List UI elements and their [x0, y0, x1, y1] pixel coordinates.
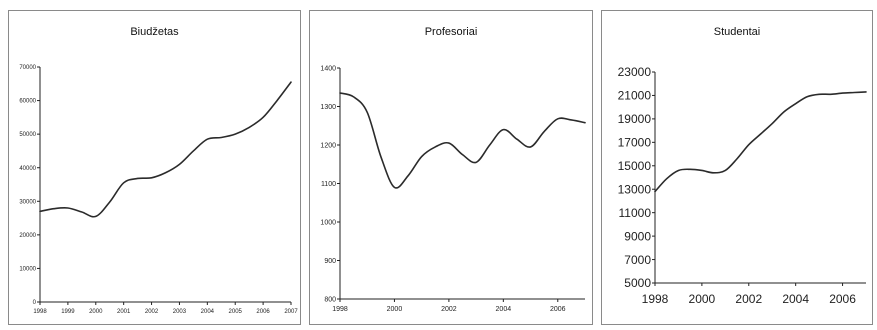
y-tick-label: 7000 — [624, 253, 651, 267]
x-tick-label: 2006 — [256, 309, 270, 315]
x-tick-label: 2002 — [145, 309, 159, 315]
chart-frame — [8, 10, 301, 325]
y-tick-label: 19000 — [618, 112, 652, 126]
y-tick-label: 9000 — [624, 229, 651, 243]
x-tick-label: 1999 — [61, 309, 75, 315]
chart-panel-biudzetas: Biudžetas 0 10000 20000 30000 40000 50000 60000… — [8, 10, 301, 325]
chart-title: Studentai — [714, 26, 760, 38]
chart-panel-studentai: Studentai 5000 7000 9000 11000 13000 15000 1700… — [601, 10, 873, 325]
x-tick-label: 2004 — [496, 306, 512, 313]
x-tick-label: 2005 — [229, 309, 243, 315]
chart-title: Biudžetas — [130, 26, 179, 38]
x-tick-label: 1998 — [642, 292, 669, 306]
y-tick-label: 40000 — [19, 166, 36, 172]
chart-frame — [309, 10, 593, 325]
y-tick-label: 50000 — [19, 132, 36, 138]
y-tick-label: 15000 — [618, 159, 652, 173]
x-tick-label: 2007 — [284, 309, 298, 315]
y-tick-label: 800 — [324, 296, 336, 303]
series-line-studentai — [654, 91, 867, 193]
y-tick-label: 11000 — [619, 206, 652, 220]
y-tick-label: 21000 — [618, 89, 652, 103]
series-line-profesoriai — [339, 92, 586, 189]
chart-panel-profesoriai: Profesoriai 800 900 1000 1100 1200 1300 1400 199… — [309, 10, 593, 325]
y-tick-label: 5000 — [624, 276, 651, 290]
x-tick-label: 1998 — [33, 309, 47, 315]
x-tick-label: 2000 — [89, 309, 103, 315]
y-tick-label: 13000 — [618, 182, 652, 196]
x-tick-label: 2006 — [829, 292, 856, 306]
y-tick-label: 900 — [324, 258, 336, 265]
x-tick-label: 2000 — [689, 292, 716, 306]
y-tick-label: 23000 — [618, 65, 652, 79]
chart-title: Profesoriai — [425, 26, 478, 38]
y-tick-label: 1000 — [320, 219, 336, 226]
y-tick-label: 1200 — [320, 142, 336, 149]
y-tick-label: 20000 — [19, 233, 36, 239]
y-tick-label: 0 — [33, 300, 37, 306]
y-tick-label: 1100 — [321, 181, 336, 188]
x-tick-label: 2004 — [782, 292, 809, 306]
x-tick-label: 2006 — [550, 306, 566, 313]
y-tick-label: 1400 — [320, 65, 336, 72]
chart-frame — [601, 10, 873, 325]
y-tick-label: 30000 — [19, 199, 36, 205]
y-tick-label: 60000 — [19, 99, 36, 105]
y-tick-label: 17000 — [618, 136, 652, 150]
y-tick-label: 1300 — [320, 104, 336, 111]
x-tick-label: 2001 — [117, 309, 131, 315]
x-tick-label: 2004 — [201, 309, 215, 315]
series-line-biudzetas — [39, 81, 292, 218]
x-tick-label: 1998 — [332, 306, 348, 313]
x-tick-label: 2002 — [735, 292, 762, 306]
y-tick-label: 70000 — [19, 65, 36, 71]
x-tick-label: 2002 — [441, 306, 457, 313]
y-tick-label: 10000 — [19, 267, 36, 273]
x-tick-label: 2000 — [387, 306, 403, 313]
x-tick-label: 2003 — [173, 309, 187, 315]
